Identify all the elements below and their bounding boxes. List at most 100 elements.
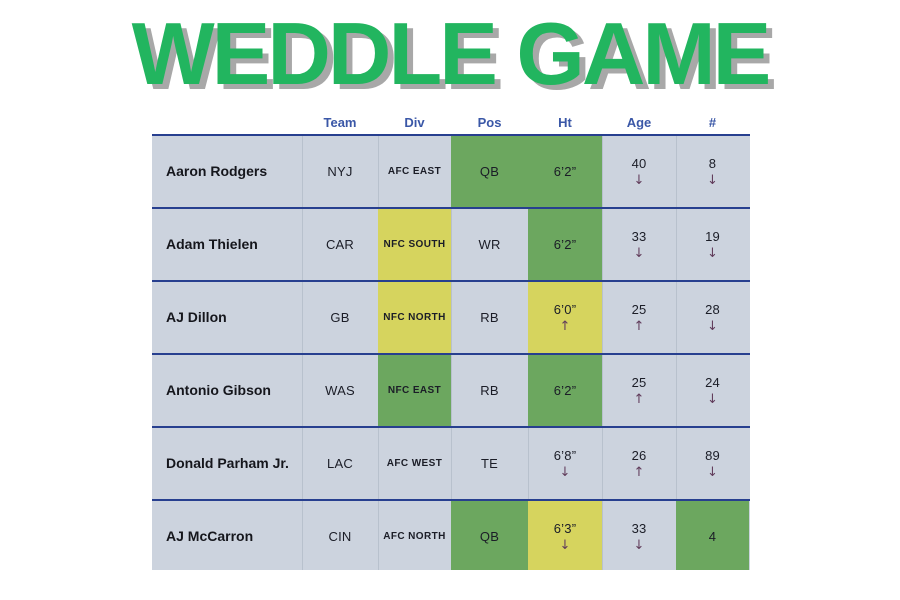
cell-value: QB [479,529,500,544]
table-body: Aaron Rodgers NYJ AFC EAST QB 6’2” 40 ↓ 8 ↓ Ada… [152,134,750,570]
guess-row: Adam Thielen CAR NFC SOUTH WR 6’2” 33 ↓ 19 ↓ [152,209,750,282]
guess-row: Antonio Gibson WAS NFC EAST RB 6’2” 25 ↑ 24 ↓ [152,355,750,428]
cell-value: 4 [708,529,717,544]
guess-row: Aaron Rodgers NYJ AFC EAST QB 6’2” 40 ↓ 8 ↓ [152,136,750,209]
guess-cell: WR [451,209,528,280]
arrow-down-icon: ↓ [707,392,718,407]
cell-value: NFC SOUTH [383,239,446,250]
arrow-down-icon: ↓ [559,538,571,553]
cell-value: 25 [631,375,647,390]
guess-cell: 6’2” [528,355,602,426]
guess-row: Donald Parham Jr. LAC AFC WEST TE 6’8” ↓ 26 ↑ 8… [152,428,750,501]
cell-value: 26 [631,448,647,463]
guess-cell: 40 ↓ [602,136,676,207]
cell-value: CIN [328,529,352,544]
guess-cell: LAC [302,428,378,499]
column-header-div: Div [404,115,425,130]
arrow-up-icon: ↑ [633,392,645,407]
cell-value: 6’8” [553,448,577,463]
guess-cell: RB [451,282,528,353]
cell-value: 6’2” [553,164,577,179]
arrow-up-icon: ↑ [633,465,645,480]
cell-value: 8 [708,156,717,171]
cell-value: QB [479,164,500,179]
player-name: Aaron Rodgers [166,163,268,179]
guess-cell: TE [451,428,528,499]
cell-value: 40 [631,156,647,171]
guess-cell: 24 ↓ [676,355,749,426]
cell-value: 24 [705,375,720,390]
cell-value: WAS [325,383,355,398]
guess-cell: 25 ↑ [602,355,676,426]
guess-cell: 6’2” [528,209,602,280]
guess-cell: 19 ↓ [676,209,749,280]
cell-value: 19 [705,229,720,244]
player-name: AJ McCarron [166,528,254,544]
player-name: Adam Thielen [166,236,258,252]
guess-cell: AFC WEST [378,428,451,499]
guess-cell: AFC EAST [378,136,451,207]
cell-value: 89 [705,448,720,463]
guess-cell: CAR [302,209,378,280]
cell-value: AFC WEST [386,458,443,469]
cell-value: AFC EAST [387,166,442,177]
game-title: WEDDLE GAME [131,4,772,103]
column-header-age: Age [626,115,652,130]
cell-value: WR [478,237,501,252]
guess-cell: 6’2” [528,136,602,207]
cell-value: 6’3” [553,521,577,536]
cell-value: TE [480,456,498,471]
guess-cell: 6’8” ↓ [528,428,602,499]
guess-cell: 28 ↓ [676,282,749,353]
arrow-down-icon: ↓ [707,319,718,334]
guess-cell: AFC NORTH [378,501,451,570]
guess-table: Team Div Pos Ht Age # Aaron Rodgers NYJ AFC EA… [152,110,750,570]
column-header-ht: Ht [558,115,572,130]
guess-row: AJ McCarron CIN AFC NORTH QB 6’3” ↓ 33 ↓ 4 [152,501,750,570]
table-header-row: Team Div Pos Ht Age # [152,110,750,134]
column-header-team: Team [323,115,357,130]
guess-cell: 6’0” ↑ [528,282,602,353]
arrow-up-icon: ↑ [633,319,645,334]
column-header-pos: Pos [477,115,502,130]
guess-cell: CIN [302,501,378,570]
cell-value: AFC NORTH [383,531,446,542]
player-name: Donald Parham Jr. [166,455,289,471]
guess-cell: QB [451,136,528,207]
guess-cell: 6’3” ↓ [528,501,602,570]
guess-cell: QB [451,501,528,570]
cell-value: NFC NORTH [383,312,446,323]
arrow-down-icon: ↓ [707,465,718,480]
arrow-down-icon: ↓ [633,246,645,261]
guess-cell: 4 [676,501,749,570]
cell-value: 25 [631,302,647,317]
cell-value: 6’0” [553,302,577,317]
cell-value: 6’2” [553,237,577,252]
cell-value: NFC EAST [387,385,442,396]
cell-value: 33 [631,229,647,244]
cell-value: 28 [705,302,720,317]
cell-value: RB [480,383,499,398]
guess-cell: WAS [302,355,378,426]
cell-value: 33 [631,521,647,536]
cell-value: RB [480,310,499,325]
arrow-down-icon: ↓ [559,465,571,480]
guess-cell: NYJ [302,136,378,207]
column-header-num: # [708,115,717,130]
player-name: Antonio Gibson [166,382,271,398]
guess-cell: 8 ↓ [676,136,749,207]
arrow-down-icon: ↓ [633,538,645,553]
cell-value: GB [330,310,350,325]
guess-cell: RB [451,355,528,426]
cell-value: CAR [325,237,355,252]
arrow-down-icon: ↓ [707,173,718,188]
cell-value: LAC [327,456,353,471]
arrow-down-icon: ↓ [633,173,645,188]
guess-cell: 25 ↑ [602,282,676,353]
arrow-down-icon: ↓ [707,246,718,261]
guess-cell: 26 ↑ [602,428,676,499]
guess-cell: NFC NORTH [378,282,451,353]
guess-cell: 33 ↓ [602,209,676,280]
guess-cell: NFC EAST [378,355,451,426]
